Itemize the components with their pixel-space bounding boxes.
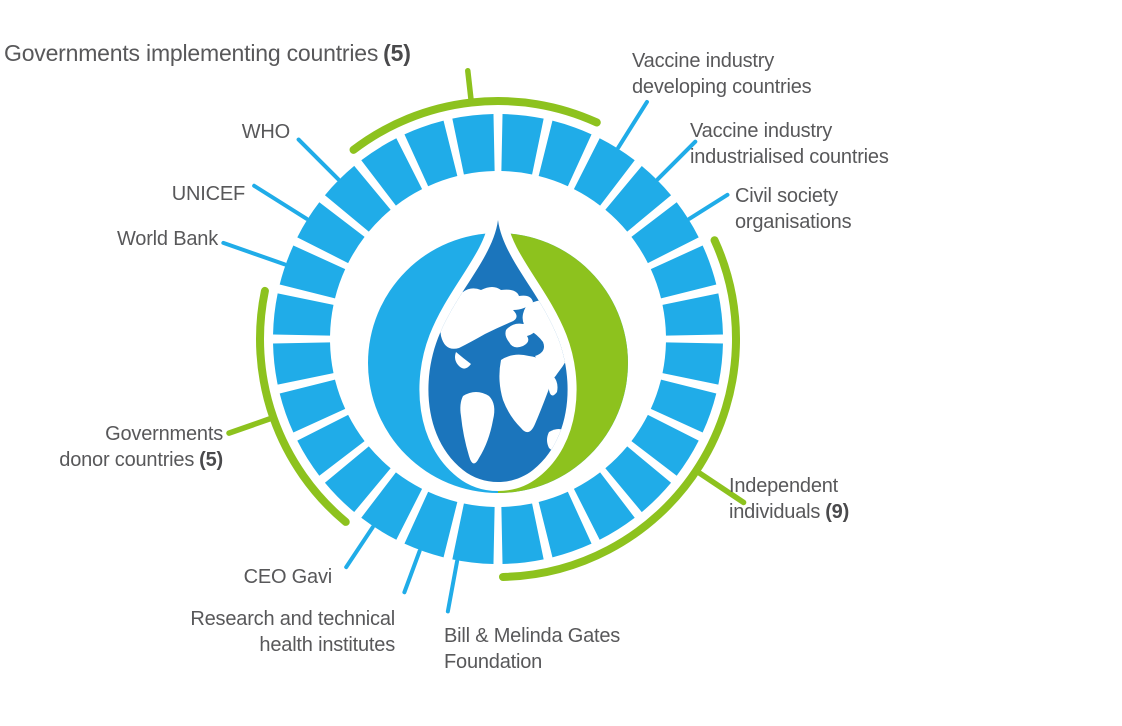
label-text: organisations [735, 211, 852, 233]
ring-segment-donors [273, 341, 334, 385]
connector-line-vaccine-industrialised [655, 139, 698, 182]
connector-line-who [296, 137, 341, 182]
connector-line-donors [226, 415, 275, 436]
label-text: Governments implementing countries [4, 40, 379, 66]
label-text: Independent [729, 475, 839, 497]
label-gates-foundation: Bill & Melinda Gates Foundation [444, 623, 620, 675]
label-text: World Bank [116, 228, 218, 250]
label-unicef: UNICEF [172, 181, 245, 207]
label-text: WHO [241, 121, 290, 143]
label-text: donor countries [59, 449, 195, 471]
ring-group [221, 67, 747, 614]
label-world-bank: World Bank [117, 226, 218, 252]
connector-line-independent [695, 469, 747, 506]
ring-segment-civil-society [631, 202, 699, 264]
seat-count: (5) [383, 40, 411, 66]
ring-segment-independent [500, 503, 544, 564]
map-north-america [440, 287, 533, 349]
ring-segment-world-bank [279, 245, 346, 299]
map-africa [499, 354, 551, 433]
label-vaccine-industry-developing: Vaccine industry developing countries [632, 48, 812, 100]
label-text: Governments [105, 423, 223, 445]
ring-segment-donors [273, 293, 334, 337]
label-text: Vaccine industry [632, 50, 775, 72]
connector-line-vaccine-developing [616, 99, 649, 150]
ring-segment-donors [324, 445, 392, 513]
seat-count: (9) [825, 501, 850, 523]
label-text: developing countries [632, 76, 812, 98]
ring-segment-vaccine-industrialised [604, 165, 672, 233]
label-text: health institutes [259, 634, 395, 656]
connector-line-civil-society [687, 192, 730, 221]
ring-segment-independent [662, 341, 723, 385]
ring-segment-independent [631, 414, 699, 476]
ring-segment-ceo [361, 472, 423, 540]
ring-segment-donors [297, 414, 365, 476]
ring-segment-who [324, 165, 392, 233]
label-text: Foundation [444, 651, 543, 673]
label-civil-society-organisations: Civil society organisations [735, 183, 852, 235]
label-text: Bill & Melinda Gates [444, 625, 621, 647]
label-research-technical-health-institutes: Research and technical health institutes [190, 606, 395, 658]
ring-segment-independent [650, 379, 717, 433]
connector-line-world-bank [221, 240, 287, 267]
map-central-america [455, 352, 471, 369]
label-text: CEO Gavi [243, 566, 333, 588]
ring-segment-independent [573, 472, 635, 540]
label-text: Research and technical [190, 608, 395, 630]
ring-segment-gates-foundation [452, 503, 496, 564]
ring-segment-implementing [500, 114, 544, 175]
label-text: individuals [729, 501, 821, 523]
label-vaccine-industry-industrialised: Vaccine industry industrialised countrie… [690, 118, 889, 170]
seat-count: (5) [199, 449, 223, 471]
ring-segment-implementing [361, 138, 423, 206]
label-who: WHO [242, 119, 290, 145]
ring-segment-vaccine-developing [573, 138, 635, 206]
ring-segment-independent [604, 445, 672, 513]
map-southeast-asia [548, 376, 558, 396]
ring-segment-independent [538, 491, 592, 558]
ring-segment-implementing [452, 114, 496, 175]
connector-line-ceo [344, 525, 375, 570]
ring-segment-implementing [538, 120, 592, 187]
connector-line-gates-foundation [445, 559, 460, 614]
connector-line-unicef [252, 183, 309, 221]
label-text: Vaccine industry [690, 120, 833, 142]
label-ceo-gavi: CEO Gavi [243, 564, 333, 590]
label-text: UNICEF [171, 183, 245, 205]
group-arc-independent [498, 236, 741, 581]
ring-segment-independent [650, 245, 717, 299]
ring-segment-independent [662, 293, 723, 337]
connector-line-research [402, 548, 422, 595]
gavi-logo [368, 211, 628, 493]
ring-segment-research [404, 491, 458, 558]
ring-segment-implementing [404, 120, 458, 187]
label-text: industrialised countries [690, 146, 889, 168]
label-governments-implementing-countries: Governments implementing countries (5) [4, 40, 411, 66]
label-independent-individuals: Independent individuals (9) [729, 473, 849, 525]
connector-line-implementing [465, 67, 474, 104]
label-governments-donor-countries: Governments donor countries (5) [59, 421, 223, 473]
ring-segment-donors [279, 379, 346, 433]
label-text: Civil society [735, 185, 838, 207]
map-south-america [460, 392, 495, 464]
ring-segment-unicef [297, 202, 365, 264]
